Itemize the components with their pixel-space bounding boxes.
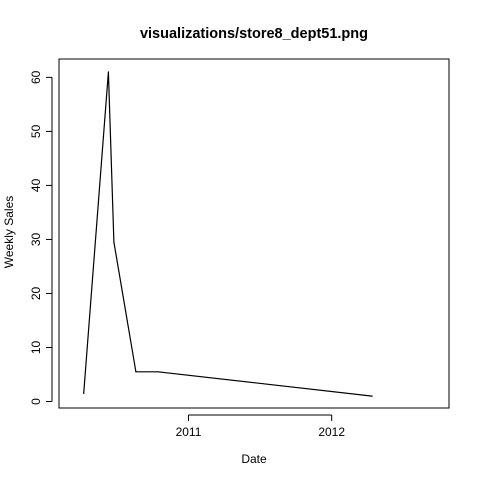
data-point [157,371,159,373]
data-point [135,371,137,373]
y-tick-label: 40 [29,178,43,192]
y-tick-label: 30 [29,232,43,246]
data-point [83,392,85,395]
x-tick-label: 2011 [176,425,202,439]
chart-title: visualizations/store8_dept51.png [140,26,368,42]
series-line [83,71,373,397]
data-point [113,241,115,243]
data-point [107,71,110,73]
y-tick-label: 50 [29,124,43,138]
y-axis-label: Weekly Sales [2,196,16,268]
data-point [371,395,373,397]
x-axis-label: Date [241,452,267,466]
y-tick-label: 10 [29,340,43,354]
axes: 0 10 20 30 40 50 60 2011 2012 [29,58,450,439]
y-tick-label: 20 [29,286,43,300]
x-tick-label: 2012 [318,425,345,439]
plot-area [83,71,373,397]
plot-frame [58,58,450,409]
y-tick-label: 60 [29,70,43,84]
y-tick-label: 0 [29,398,43,405]
